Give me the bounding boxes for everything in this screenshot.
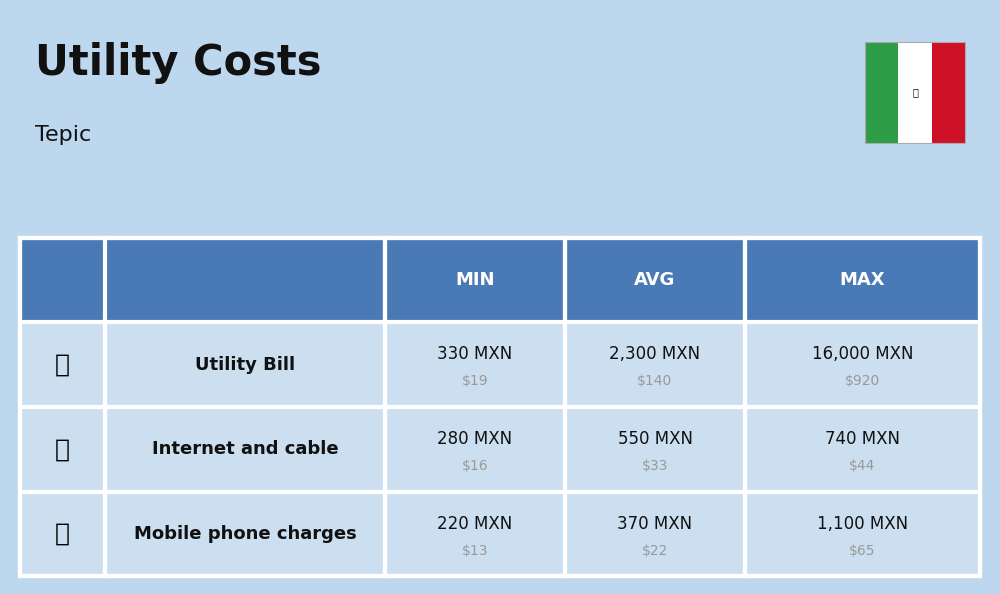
Text: $33: $33 <box>642 459 668 473</box>
Bar <box>898 42 932 143</box>
Text: 📡: 📡 <box>55 437 70 461</box>
Text: 220 MXN: 220 MXN <box>437 514 513 533</box>
Bar <box>932 42 965 143</box>
Text: 1,100 MXN: 1,100 MXN <box>817 514 908 533</box>
Text: $19: $19 <box>462 374 488 388</box>
Text: $920: $920 <box>845 374 880 388</box>
Text: Utility Bill: Utility Bill <box>195 356 295 374</box>
Text: 280 MXN: 280 MXN <box>437 430 513 448</box>
Text: Mobile phone charges: Mobile phone charges <box>134 525 356 543</box>
Text: 🔧: 🔧 <box>55 353 70 377</box>
Text: 330 MXN: 330 MXN <box>437 345 513 364</box>
Text: $44: $44 <box>849 459 876 473</box>
Text: Internet and cable: Internet and cable <box>152 440 338 458</box>
Text: $140: $140 <box>637 374 673 388</box>
Text: $22: $22 <box>642 544 668 558</box>
Text: $65: $65 <box>849 544 876 558</box>
Text: 🦅: 🦅 <box>912 87 918 97</box>
Bar <box>20 238 980 576</box>
Text: $13: $13 <box>462 544 488 558</box>
Text: MAX: MAX <box>840 271 885 289</box>
Text: $16: $16 <box>462 459 488 473</box>
Text: 📱: 📱 <box>55 522 70 546</box>
Text: Utility Costs: Utility Costs <box>35 42 322 84</box>
Text: 16,000 MXN: 16,000 MXN <box>812 345 913 364</box>
Bar <box>20 492 980 576</box>
Text: 2,300 MXN: 2,300 MXN <box>609 345 701 364</box>
Text: 740 MXN: 740 MXN <box>825 430 900 448</box>
Text: AVG: AVG <box>634 271 676 289</box>
Bar <box>20 322 980 407</box>
Text: Tepic: Tepic <box>35 125 91 145</box>
Text: MIN: MIN <box>455 271 495 289</box>
Bar <box>865 42 898 143</box>
Bar <box>20 238 980 322</box>
Bar <box>20 407 980 491</box>
Bar <box>865 42 965 143</box>
Text: 370 MXN: 370 MXN <box>617 514 693 533</box>
Text: 550 MXN: 550 MXN <box>618 430 692 448</box>
